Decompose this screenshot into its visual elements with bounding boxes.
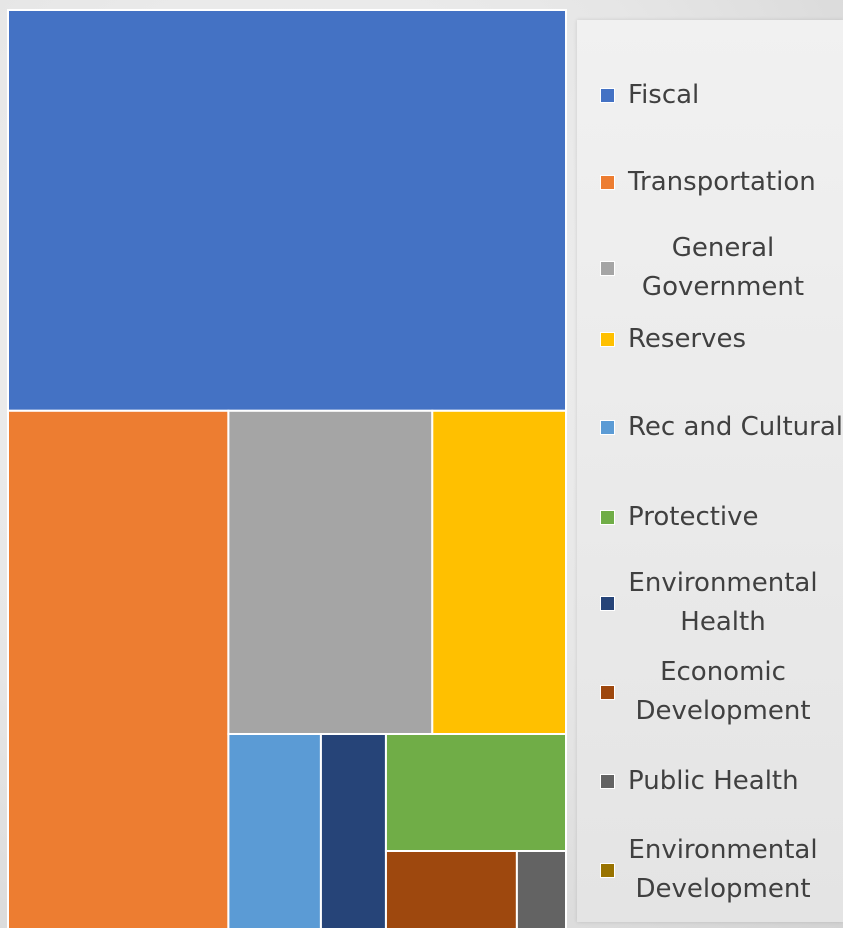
legend-label-public-health: Public Health — [628, 765, 799, 796]
legend-swatch-protective — [600, 509, 615, 525]
legend-swatch-public-health — [600, 773, 615, 789]
tile-rec-and-cultural — [227, 732, 322, 928]
tile-protective — [384, 732, 568, 852]
legend-item-public-health: Public Health — [577, 761, 843, 801]
legend-item-environmental-development: Environmental Development — [577, 830, 843, 910]
legend-label-environmental-health: Environmental Health — [628, 568, 818, 637]
legend-item-fiscal: Fiscal — [577, 75, 843, 115]
legend-label-fiscal: Fiscal — [628, 79, 700, 110]
legend-item-protective: Protective — [577, 497, 843, 537]
legend-item-general-government: General Government — [577, 228, 843, 308]
legend-item-transportation: Transportation — [577, 162, 843, 202]
tile-environmental-health — [319, 732, 387, 928]
legend-label-reserves: Reserves — [628, 323, 747, 354]
legend-label-general-government: General Government — [641, 233, 805, 302]
tile-reserves — [431, 409, 567, 735]
legend-label-protective: Protective — [628, 501, 759, 532]
tile-transportation — [7, 409, 230, 928]
legend-swatch-reserves — [600, 331, 615, 347]
tile-fiscal — [7, 9, 567, 412]
legend-item-reserves: Reserves — [577, 319, 843, 359]
legend-swatch-environmental-health — [600, 595, 615, 611]
legend-item-rec-and-cultural: Rec and Cultural — [577, 407, 843, 447]
legend-item-environmental-health: Environmental Health — [577, 563, 843, 643]
legend-label-economic-development: Economic Development — [635, 657, 811, 726]
legend: Fiscal Transportation General Government… — [577, 20, 843, 922]
legend-label-transportation: Transportation — [628, 166, 816, 197]
tile-economic-development — [384, 849, 518, 928]
legend-swatch-fiscal — [600, 87, 615, 103]
legend-swatch-economic-development — [600, 684, 615, 700]
legend-item-economic-development: Economic Development — [577, 652, 843, 732]
legend-label-environmental-development: Environmental Development — [628, 835, 818, 904]
legend-swatch-general-government — [600, 260, 615, 276]
legend-label-rec-and-cultural: Rec and Cultural — [628, 411, 843, 442]
legend-swatch-environmental-development — [600, 862, 615, 878]
legend-swatch-transportation — [600, 174, 615, 190]
tile-public-health — [515, 849, 567, 928]
legend-swatch-rec-and-cultural — [600, 419, 615, 435]
tile-general-government — [227, 409, 434, 735]
